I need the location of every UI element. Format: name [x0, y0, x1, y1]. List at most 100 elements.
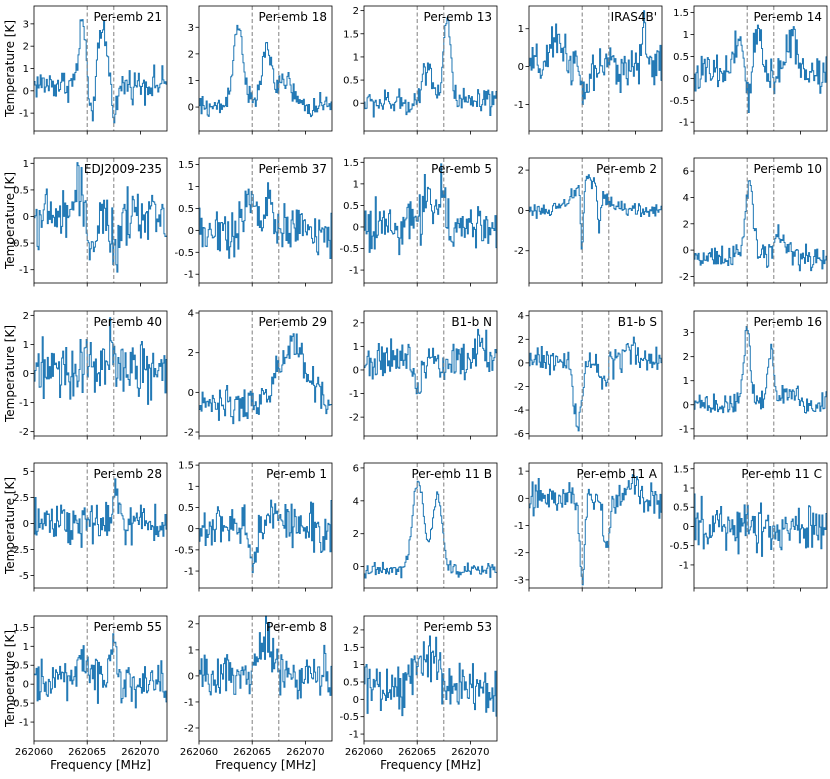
y-tick-label: 0 — [353, 695, 359, 706]
spectrum-line — [199, 615, 332, 700]
y-axis-label: Temperature [K] — [3, 477, 17, 575]
panel: Per-emb 40 -2 -1 0 1 2 — [19, 310, 168, 440]
y-tick-label: 2 — [353, 529, 359, 540]
y-tick-label: 1 — [23, 64, 29, 75]
y-tick-label: -2 — [514, 246, 524, 257]
panel-title: Per-emb 53 — [424, 620, 492, 634]
y-tick-label: 1 — [23, 340, 29, 351]
y-tick-label: 1.5 — [13, 623, 29, 634]
y-tick-label: 0 — [353, 365, 359, 376]
spectrum-line — [694, 24, 827, 113]
panel-title: Per-emb 29 — [259, 315, 327, 329]
panel-title: B1-b S — [618, 315, 657, 329]
y-tick-label: 2 — [353, 6, 359, 17]
panel-title: B1-b N — [451, 315, 492, 329]
panel: Per-emb 11 A -3 -2 -1 0 1 — [514, 462, 663, 592]
y-tick-label: 0 — [23, 680, 29, 691]
y-tick-label: 0.5 — [178, 204, 194, 215]
y-tick-label: 1 — [683, 376, 689, 387]
y-tick-label: -0.5 — [174, 248, 194, 259]
y-tick-label: 2 — [23, 311, 29, 322]
panel: Per-emb 53 -1 -0.5 0 0.5 1 1.5 2 262060 262065 262… — [339, 615, 498, 758]
x-axis-label: Frequency [MHz] — [215, 758, 316, 772]
y-tick-label: -6 — [514, 429, 524, 440]
y-tick-label: -1 — [679, 424, 689, 435]
spectrum-line — [529, 336, 662, 432]
y-tick-label: -1 — [184, 270, 194, 281]
panel: Per-emb 14 -1 -0.5 0 0.5 1 1.5 — [669, 5, 828, 135]
y-axis-label: Temperature [K] — [3, 325, 17, 423]
y-tick-label: 1.5 — [673, 8, 689, 19]
panel: Per-emb 16 -1 0 1 2 3 — [679, 310, 828, 440]
y-tick-label: 1 — [353, 660, 359, 671]
y-tick-label: -0.5 — [339, 712, 359, 723]
panel-title: Per-emb 13 — [424, 10, 492, 24]
x-tick-label: 262060 — [345, 747, 383, 758]
plot-frame — [363, 157, 498, 284]
y-tick-label: -0.5 — [669, 96, 689, 107]
plot-frame — [33, 5, 168, 132]
y-tick-label: 1 — [188, 182, 194, 193]
y-tick-label: -1 — [19, 398, 29, 409]
y-tick-label: 0 — [23, 86, 29, 97]
spectrum-line — [694, 326, 827, 414]
panel: Per-emb 8 -2 -1 0 1 2 262060 262065 262070 — [180, 615, 333, 758]
y-tick-label: -2 — [184, 428, 194, 439]
panel-title: Per-emb 10 — [754, 162, 822, 176]
y-tick-label: 0 — [683, 522, 689, 533]
y-tick-label: 0 — [188, 671, 194, 682]
y-tick-label: 1 — [353, 52, 359, 63]
y-tick-label: -2.5 — [9, 545, 29, 556]
panel-title: Per-emb 55 — [94, 620, 162, 634]
y-tick-label: 0.5 — [343, 76, 359, 87]
y-tick-label: 0 — [683, 400, 689, 411]
y-tick-label: -0.5 — [669, 541, 689, 552]
plot-frame — [693, 157, 828, 284]
y-tick-label: 0 — [353, 222, 359, 233]
panel: Per-emb 1 -1 -0.5 0 0.5 1 1.5 — [174, 461, 333, 592]
y-tick-label: 0 — [188, 524, 194, 535]
y-tick-label: -0.5 — [339, 244, 359, 255]
y-tick-label: 0 — [518, 358, 524, 369]
x-tick-label: 262065 — [398, 747, 436, 758]
y-tick-label: -0.5 — [9, 239, 29, 250]
y-axis-label: Temperature [K] — [3, 20, 17, 118]
plot-frame — [363, 615, 498, 742]
x-tick-label: 262065 — [233, 747, 271, 758]
y-tick-label: 0.5 — [13, 661, 29, 672]
y-tick-label: 2 — [518, 335, 524, 346]
spectrum-line — [529, 10, 662, 106]
y-tick-label: -1 — [679, 118, 689, 129]
panel: B1-b N -2 -1 0 1 2 — [349, 310, 498, 440]
y-tick-label: 0 — [683, 246, 689, 257]
y-tick-label: 1 — [188, 482, 194, 493]
y-tick-label: 3 — [683, 328, 689, 339]
y-tick-label: -1 — [514, 100, 524, 111]
y-tick-label: -2 — [514, 548, 524, 559]
y-tick-label: -2 — [19, 427, 29, 438]
spectrum-line — [34, 19, 167, 124]
y-tick-label: 1 — [683, 30, 689, 41]
panel: Per-emb 11 B 0 2 4 6 — [353, 462, 498, 592]
plot-frame — [33, 462, 168, 589]
spectrum-line — [199, 333, 332, 425]
y-axis-label: Temperature [K] — [3, 630, 17, 728]
plot-frame — [528, 157, 663, 284]
plot-frame — [693, 310, 828, 437]
y-tick-label: -5 — [19, 571, 29, 582]
y-tick-label: 1.5 — [178, 160, 194, 171]
panel: Per-emb 10 -2 0 2 4 6 — [679, 157, 828, 287]
plot-frame — [198, 615, 333, 742]
y-tick-label: 2.5 — [13, 493, 29, 504]
y-tick-label: -1 — [349, 266, 359, 277]
panel-title: EDJ2009-235 — [84, 162, 162, 176]
y-tick-label: 2 — [353, 318, 359, 329]
panel-title: Per-emb 40 — [94, 315, 162, 329]
y-tick-label: 0 — [188, 103, 194, 114]
panel: Per-emb 11 C -1 -0.5 0 0.5 1 1.5 — [669, 462, 828, 592]
y-tick-label: 2 — [188, 49, 194, 60]
y-tick-label: -1 — [19, 109, 29, 120]
spectrum-line — [529, 474, 662, 586]
